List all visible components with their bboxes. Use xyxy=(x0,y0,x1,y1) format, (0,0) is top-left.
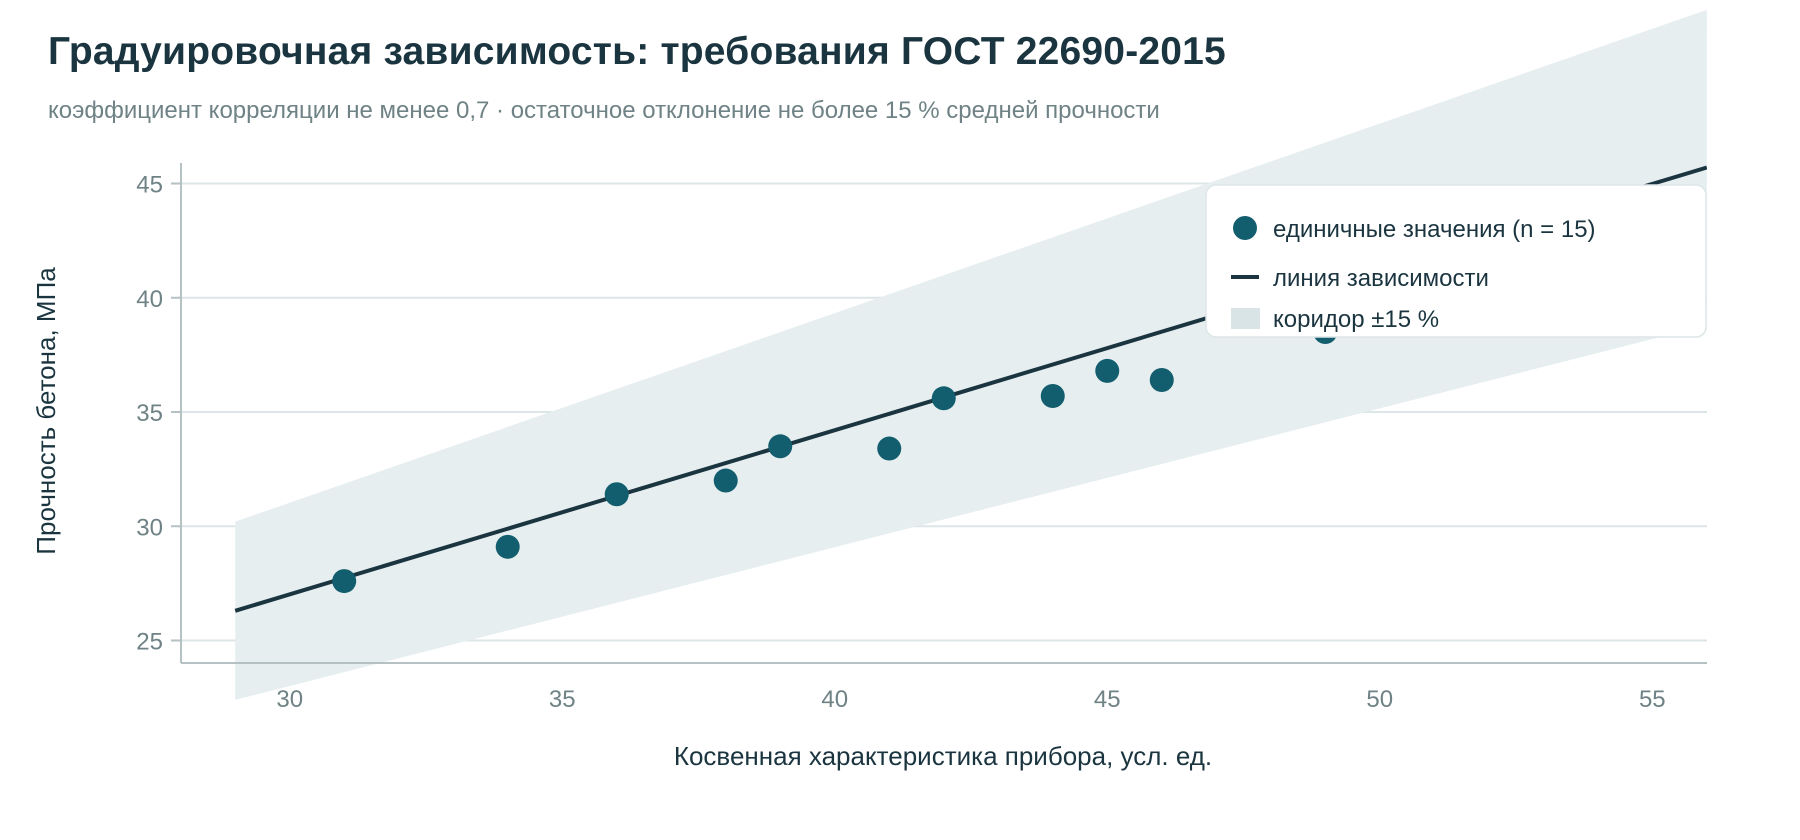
y-tick-label-35: 35 xyxy=(136,400,163,427)
legend-label-line: линия зависимости xyxy=(1273,265,1489,292)
y-tick-label-25: 25 xyxy=(136,629,163,656)
data-point-1 xyxy=(332,569,357,594)
tick-labels: 25 30 35 40 45 30 35 40 45 50 55 xyxy=(136,172,1665,714)
chart-subtitle: коэффициент корреляции не менее 0,7 · ос… xyxy=(48,97,1160,124)
data-point-10 xyxy=(1149,368,1174,393)
x-tick-label-55: 55 xyxy=(1639,686,1666,713)
legend: единичные значения (n = 15) линия зависи… xyxy=(1205,184,1707,338)
legend-label-points: единичные значения (n = 15) xyxy=(1273,216,1596,243)
x-axis-title: Косвенная характеристика прибора, усл. е… xyxy=(674,741,1212,771)
x-tick-label-40: 40 xyxy=(821,686,848,713)
x-tick-label-30: 30 xyxy=(276,686,303,713)
legend-band-symbol xyxy=(1231,308,1260,329)
legend-label-band: коридор ±15 % xyxy=(1273,306,1439,333)
y-tick-label-45: 45 xyxy=(136,172,163,199)
x-tick-label-35: 35 xyxy=(549,686,576,713)
legend-box xyxy=(1205,184,1707,338)
data-point-3 xyxy=(604,482,629,507)
legend-dot-symbol xyxy=(1233,216,1257,240)
data-point-6 xyxy=(877,436,902,461)
tolerance-band xyxy=(235,9,1707,700)
y-tick-label-30: 30 xyxy=(136,514,163,541)
tolerance-band-layer xyxy=(235,9,1707,700)
data-point-5 xyxy=(768,434,793,459)
chart-title: Градуировочная зависимость: требования Г… xyxy=(48,30,1226,73)
y-axis-title: Прочность бетона, МПа xyxy=(31,267,61,555)
x-tick-label-45: 45 xyxy=(1094,686,1121,713)
data-point-4 xyxy=(713,468,738,493)
data-point-9 xyxy=(1095,358,1120,383)
y-tick-label-40: 40 xyxy=(136,286,163,313)
data-point-8 xyxy=(1040,384,1065,409)
data-point-7 xyxy=(931,386,956,411)
data-point-2 xyxy=(495,534,520,559)
x-tick-label-50: 50 xyxy=(1366,686,1393,713)
